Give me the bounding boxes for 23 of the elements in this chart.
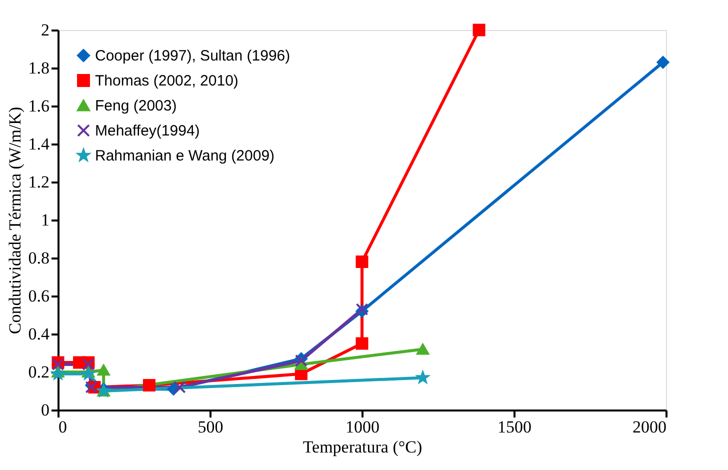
legend-label: Mehaffey(1994): [95, 122, 200, 140]
y-tick-label: 1.8: [28, 58, 50, 78]
x-axis-title: Temperatura (°C): [302, 438, 422, 456]
x-tick-label: 500: [198, 418, 224, 436]
y-axis-title: Condutividade Térmica (W/m/K): [5, 106, 24, 334]
y-tick-label: 1.2: [28, 172, 50, 192]
x-tick-label: 0: [58, 418, 67, 436]
y-tick-label: 1.6: [28, 96, 50, 116]
y-tick-label: 1.4: [28, 134, 50, 154]
y-tick-label: 0.8: [28, 248, 50, 268]
y-tick-label: 1: [41, 210, 50, 230]
legend-label: Thomas (2002, 2010): [95, 72, 238, 90]
x-tick-label: 1500: [498, 418, 532, 436]
x-tick-label: 1000: [346, 418, 380, 436]
x-tick-label: 2000: [632, 418, 666, 436]
y-tick-label: 0.6: [28, 286, 50, 306]
legend-label: Feng (2003): [95, 98, 177, 114]
y-tick-label: 2: [41, 20, 50, 40]
legend-label: Cooper (1997), Sultan (1996): [95, 48, 290, 64]
y-tick-label: 0: [41, 400, 50, 420]
legend-label: Rahmanian e Wang (2009): [95, 148, 275, 164]
y-tick-label: 0.2: [28, 362, 50, 382]
y-tick-label: 0.4: [28, 324, 50, 344]
